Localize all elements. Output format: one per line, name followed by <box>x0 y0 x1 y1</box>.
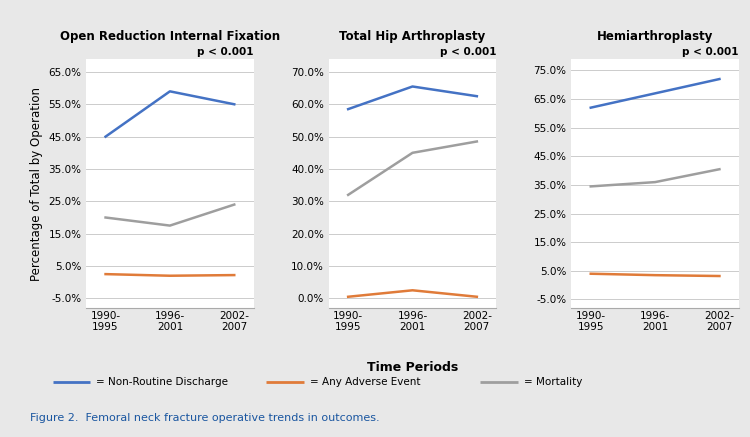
Y-axis label: Percentage of Total by Operation: Percentage of Total by Operation <box>30 87 43 281</box>
Text: = Non-Routine Discharge: = Non-Routine Discharge <box>96 378 228 387</box>
Text: Figure 2.  Femoral neck fracture operative trends in outcomes.: Figure 2. Femoral neck fracture operativ… <box>30 413 380 423</box>
Text: Time Periods: Time Periods <box>367 361 458 374</box>
Text: = Any Adverse Event: = Any Adverse Event <box>310 378 420 387</box>
Title: Open Reduction Internal Fixation: Open Reduction Internal Fixation <box>60 30 280 42</box>
Text: p < 0.001: p < 0.001 <box>197 46 254 56</box>
Title: Hemiarthroplasty: Hemiarthroplasty <box>597 30 713 42</box>
Text: p < 0.001: p < 0.001 <box>440 46 497 56</box>
Text: p < 0.001: p < 0.001 <box>682 46 739 56</box>
Text: = Mortality: = Mortality <box>524 378 582 387</box>
Title: Total Hip Arthroplasty: Total Hip Arthroplasty <box>339 30 486 42</box>
